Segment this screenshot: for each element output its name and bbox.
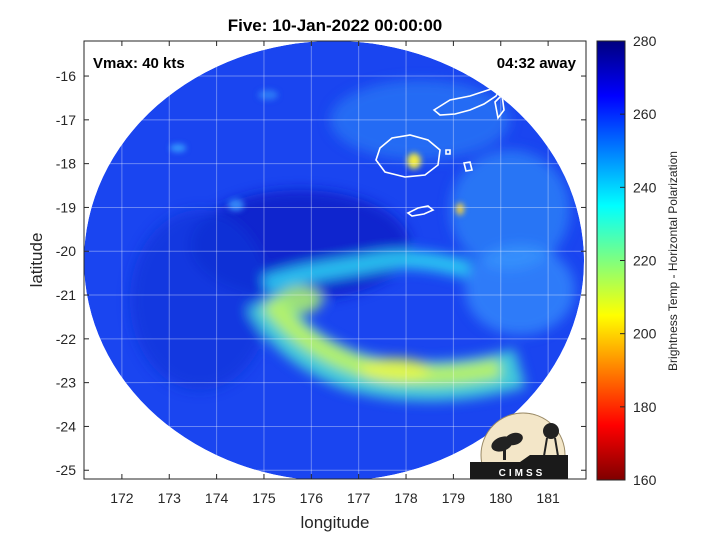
x-tick-label: 180 xyxy=(489,490,513,506)
x-axis-label: longitude xyxy=(300,513,369,532)
x-tick-label: 173 xyxy=(158,490,182,506)
coast-vanua-levu xyxy=(432,84,504,116)
x-tick-label: 176 xyxy=(300,490,324,506)
x-tick-label: 174 xyxy=(205,490,229,506)
away-annotation: 04:32 away xyxy=(497,55,577,72)
colorbar-tick-label: 240 xyxy=(633,179,657,195)
logo-text: CIMSS xyxy=(499,468,546,479)
northern-cells xyxy=(330,80,510,160)
x-tick-label: 179 xyxy=(442,490,466,506)
x-tick-label: 172 xyxy=(110,490,134,506)
eastern-cells-2 xyxy=(465,245,575,335)
y-tick-label: -16 xyxy=(56,68,76,84)
kadavu-cell xyxy=(456,203,464,215)
colorbar: 160 180 200 220 240 260 280 Brightness Temp - … xyxy=(596,33,680,488)
x-tick-label: 175 xyxy=(252,490,276,506)
eastern-cells xyxy=(450,150,570,270)
cimss-logo: CIMSS xyxy=(470,412,568,479)
x-axis-ticks: 172 173 174 175 176 177 178 179 180 181 xyxy=(110,41,560,506)
coast-ovalau xyxy=(463,161,473,172)
rainband-max xyxy=(360,358,430,382)
colorbar-label: Brightness Temp - Horizontal Polarizatio… xyxy=(666,151,680,371)
coastlines xyxy=(375,84,505,217)
logo-building xyxy=(470,455,568,479)
small-cell-3 xyxy=(258,90,278,100)
y-axis-ticks: -16 -17 -18 -19 -20 -21 -22 -23 -24 -25 xyxy=(56,68,586,478)
coast-kadavu xyxy=(406,205,435,217)
gridlines xyxy=(84,41,586,479)
y-tick-label: -22 xyxy=(56,331,76,347)
y-tick-label: -24 xyxy=(56,418,76,434)
colorbar-tick-label: 200 xyxy=(633,326,657,342)
colorbar-tick-label: 280 xyxy=(633,33,657,49)
coast-viti-levu xyxy=(375,134,441,178)
x-tick-label: 181 xyxy=(536,490,560,506)
band-tail-west xyxy=(278,286,322,314)
small-cell-1 xyxy=(170,144,186,152)
chart-title: Five: 10-Jan-2022 00:00:00 xyxy=(228,16,443,35)
x-tick-label: 178 xyxy=(394,490,418,506)
small-cell-2 xyxy=(228,199,244,211)
y-tick-label: -20 xyxy=(56,243,76,259)
viti-levu-cell xyxy=(407,153,421,169)
axes-box xyxy=(83,40,587,480)
rainband-core xyxy=(261,296,502,386)
coast-small-island xyxy=(445,149,451,155)
colorbar-tick-label: 260 xyxy=(633,106,657,122)
y-tick-label: -23 xyxy=(56,375,76,391)
coast-taveuni xyxy=(494,93,505,120)
brightness-temperature-field xyxy=(84,41,584,479)
dark-core-2 xyxy=(130,210,270,390)
y-axis-label: latitude xyxy=(27,233,46,288)
y-tick-label: -18 xyxy=(56,156,76,172)
inner-band xyxy=(261,250,473,294)
colorbar-ticks: 160 180 200 220 240 260 280 xyxy=(620,33,657,488)
vmax-annotation: Vmax: 40 kts xyxy=(93,55,185,72)
y-tick-label: -17 xyxy=(56,112,76,128)
colorbar-tick-label: 160 xyxy=(633,472,657,488)
dish-stand xyxy=(503,448,506,460)
tower-tank-icon xyxy=(543,423,559,439)
y-tick-label: -25 xyxy=(56,462,76,478)
colorbar-tick-label: 220 xyxy=(633,253,657,269)
x-tick-label: 177 xyxy=(347,490,371,506)
y-tick-label: -21 xyxy=(56,287,76,303)
dish-right-icon xyxy=(505,432,523,446)
y-tick-label: -19 xyxy=(56,199,76,215)
colorbar-tick-label: 180 xyxy=(633,399,657,415)
